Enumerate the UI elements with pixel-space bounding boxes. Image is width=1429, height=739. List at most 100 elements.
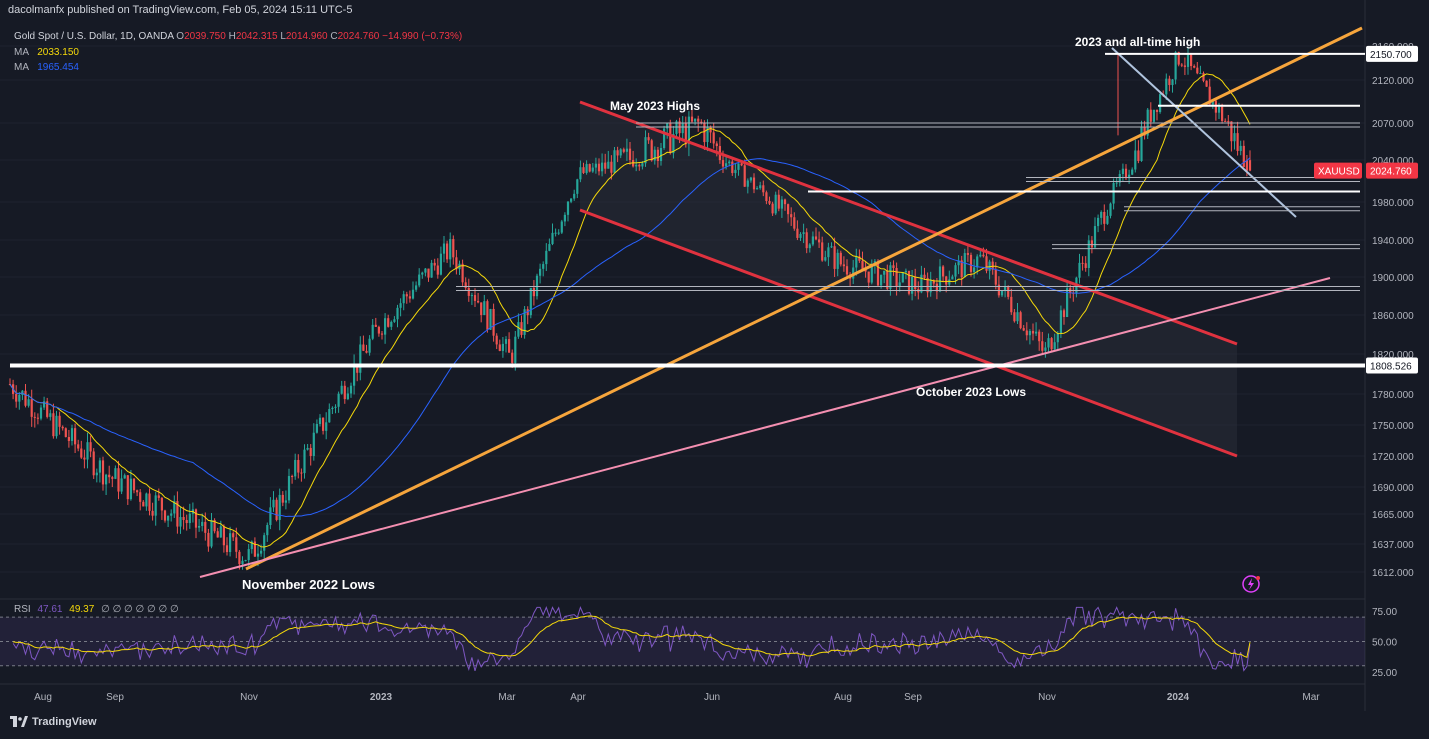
time-tick-label: Apr	[570, 692, 586, 703]
candle-body	[95, 472, 98, 476]
candle-body	[768, 201, 771, 204]
tradingview-logo[interactable]: TradingView	[10, 716, 97, 728]
price-tick-label: 1612.000	[1372, 568, 1414, 579]
ma-legend-1[interactable]: MA 2033.150	[14, 47, 79, 58]
candle-body	[1190, 54, 1193, 67]
candle-body	[80, 448, 83, 458]
candle-body	[393, 319, 396, 322]
candle-body	[607, 161, 610, 169]
candle-body	[238, 551, 241, 565]
candle-body	[1097, 217, 1100, 227]
candle-body	[27, 399, 30, 406]
candle-body	[889, 265, 892, 289]
candle-body	[737, 163, 740, 170]
candle-body	[895, 268, 898, 287]
candle-body	[1066, 288, 1069, 318]
candle-body	[399, 303, 402, 308]
publisher-header: dacolmanfx published on TradingView.com,…	[8, 4, 353, 16]
candle-body	[117, 468, 120, 492]
candle-body	[362, 344, 365, 351]
candle-body	[1056, 332, 1059, 343]
candle-body	[907, 270, 911, 294]
candle-body	[83, 457, 86, 460]
candle-body	[284, 500, 287, 503]
candle-body	[464, 282, 467, 288]
candle-body	[430, 262, 433, 278]
price-marker-bg	[1366, 45, 1418, 62]
candle-body	[58, 415, 61, 427]
candle-body	[721, 160, 725, 167]
candle-body	[508, 339, 511, 353]
candle-body	[1050, 338, 1053, 350]
candle-body	[539, 268, 542, 276]
candle-body	[368, 338, 371, 353]
candle-body	[411, 289, 415, 299]
annotation-may-highs: May 2023 Highs	[610, 99, 700, 113]
ma-legend-2[interactable]: MA 1965.454	[14, 62, 79, 73]
candle-body	[64, 428, 67, 437]
candle-body	[957, 260, 960, 266]
candle-body	[542, 264, 545, 269]
candle-body	[935, 283, 938, 292]
candle-body	[864, 269, 867, 272]
candle-body	[520, 322, 523, 335]
candle-body	[504, 339, 508, 344]
candle-body	[867, 271, 870, 283]
candle-body	[250, 541, 253, 550]
candle-body	[89, 442, 92, 452]
candle-body	[1053, 342, 1056, 350]
candle-body	[1221, 106, 1224, 121]
candle-body	[681, 122, 684, 134]
candle-body	[452, 239, 455, 258]
candle-body	[628, 148, 632, 160]
candle-body	[644, 137, 647, 164]
candle-body	[278, 494, 281, 520]
candle-body	[802, 232, 805, 234]
candle-body	[557, 232, 560, 234]
time-axis[interactable]: Aug Sep Nov 2023 Mar Apr Jun Aug Sep Nov 2024 Mar	[34, 692, 1320, 703]
candle-body	[926, 277, 929, 293]
candle-body	[269, 507, 272, 526]
candle-body	[551, 232, 554, 245]
candle-body	[573, 193, 576, 199]
candle-body	[1031, 330, 1035, 334]
candle-body	[901, 272, 904, 283]
alert-lightning-icon[interactable]	[1242, 575, 1260, 593]
candle-body	[1047, 338, 1050, 348]
candle-body	[647, 137, 650, 141]
time-tick-label: Jun	[704, 692, 720, 703]
price-tick-label: 1780.000	[1372, 390, 1414, 401]
candle-body	[98, 460, 101, 473]
candle-body	[1131, 169, 1134, 175]
trendline-drawings[interactable]	[10, 26, 1365, 578]
tradingview-logo-icon	[10, 716, 28, 727]
candle-body	[805, 232, 808, 249]
candle-body	[353, 364, 356, 386]
candle-body	[86, 442, 89, 460]
candle-body	[291, 476, 294, 478]
candle-body	[173, 501, 176, 514]
rsi-legend[interactable]: RSI 47.61 49.37 ∅ ∅ ∅ ∅ ∅ ∅ ∅	[14, 604, 179, 615]
candle-body	[1143, 127, 1146, 136]
candle-body	[942, 266, 945, 277]
candle-body	[756, 188, 759, 190]
moving-average-lines	[9, 73, 1251, 548]
candle-body	[1000, 290, 1004, 296]
candle-body	[402, 294, 405, 304]
candle-body	[263, 535, 266, 551]
candle-body	[384, 318, 387, 335]
price-axis[interactable]: 2160.0002120.0002070.0002040.0001980.000…	[1314, 42, 1418, 579]
candle-body	[517, 322, 520, 337]
candle-body	[585, 164, 588, 173]
candle-body	[405, 294, 408, 297]
candle-body	[1168, 78, 1171, 86]
candle-body	[266, 525, 269, 536]
symbol-legend[interactable]: Gold Spot / U.S. Dollar, 1D, OANDA O2039…	[14, 31, 463, 42]
candle-body	[1112, 183, 1115, 204]
candle-body	[49, 413, 52, 417]
candle-body	[985, 256, 988, 271]
candle-body	[799, 233, 802, 238]
candle-body	[951, 276, 954, 280]
candle-body	[1124, 168, 1128, 179]
